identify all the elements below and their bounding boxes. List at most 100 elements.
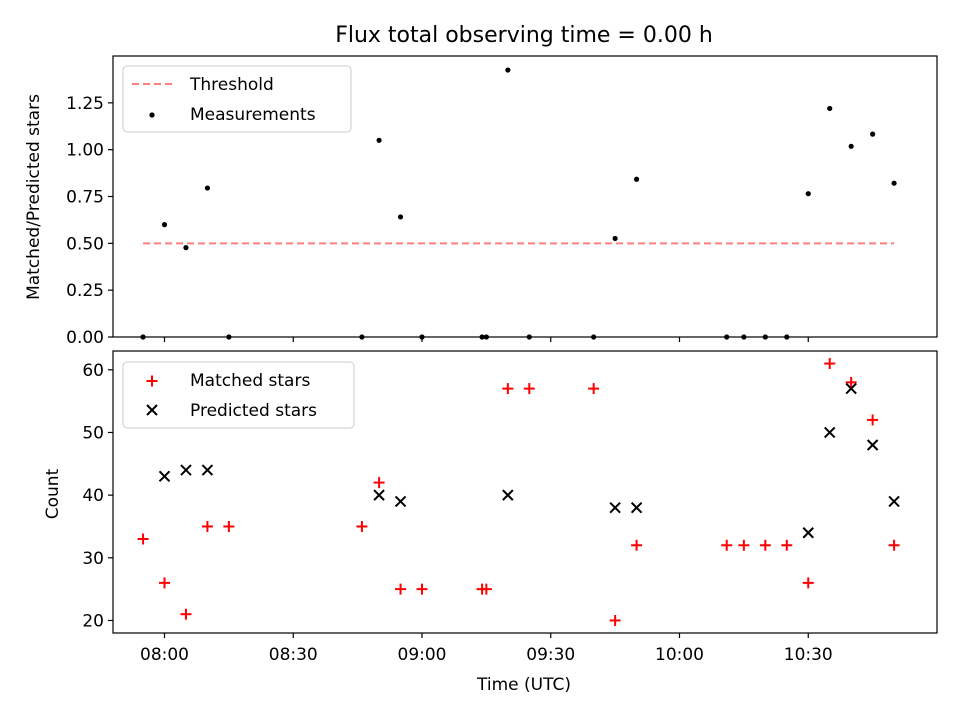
bottom-x-tick-label: 09:30 — [526, 645, 575, 665]
predicted-star-mark — [201, 464, 214, 476]
matched-star-point — [480, 583, 492, 595]
bottom-panel: Count Time (UTC) 20 30 40 50 60 08:00 08:30 09… — [43, 350, 938, 695]
matched-star-point — [867, 414, 879, 426]
matched-star-point — [395, 583, 407, 595]
top-y-tick-label: 0.50 — [66, 234, 104, 254]
bottom-legend-box — [122, 361, 355, 429]
matched-star-point — [201, 520, 213, 532]
x-axis-label: Time (UTC) — [476, 675, 571, 695]
top-x-ticks — [163, 337, 809, 342]
matched-star-point — [137, 533, 149, 545]
predicted-star-mark — [158, 470, 171, 483]
predicted-star-point — [502, 489, 514, 501]
measurement-point — [376, 137, 382, 143]
top-y-tick-label: 0.25 — [66, 281, 104, 301]
measurement-point — [204, 185, 211, 191]
predicted-star-point — [158, 470, 171, 483]
matched-star-point — [159, 577, 170, 589]
top-panel: Flux total observing time = 0.00 h Match… — [24, 23, 938, 348]
bottom-y-tick-label: 60 — [82, 361, 104, 381]
measurement-point — [183, 245, 189, 251]
top-y-tick-label: 1.00 — [66, 141, 104, 161]
top-y-tick-label: 1.25 — [66, 94, 104, 114]
bottom-x-tick-label: 09:00 — [398, 645, 447, 665]
bottom-y-tick-label: 50 — [82, 423, 104, 443]
predicted-star-point — [394, 495, 407, 508]
measurement-point — [827, 105, 833, 112]
matched-star-point — [523, 383, 535, 395]
predicted-star-point — [866, 439, 879, 451]
bottom-y-axis-label: Count — [43, 468, 63, 519]
bottom-legend: Matched stars Predicted stars — [122, 361, 355, 429]
measurement-point — [612, 235, 618, 242]
matched-stars-points — [137, 358, 900, 626]
top-y-tick-label: 0.00 — [66, 328, 104, 348]
threshold-legend-label: Threshold — [189, 75, 274, 95]
matched-legend-swatch — [146, 375, 158, 387]
bottom-x-tick-label: 10:00 — [655, 645, 704, 665]
predicted-star-mark — [824, 426, 836, 439]
predicted-star-mark — [394, 495, 407, 508]
predicted-stars-points — [158, 382, 900, 539]
predicted-star-mark — [373, 489, 385, 501]
matched-star-point — [802, 577, 814, 589]
measurement-point — [870, 131, 876, 137]
matched-star-point — [223, 520, 235, 532]
predicted-star-point — [888, 495, 900, 508]
matched-star-point — [416, 583, 428, 595]
predicted-star-point — [180, 464, 192, 476]
predicted-star-point — [845, 382, 857, 395]
predicted-star-mark — [866, 439, 879, 451]
matched-star-point — [373, 477, 385, 489]
top-y-tick-label: 0.75 — [66, 188, 104, 208]
predicted-star-mark — [502, 489, 514, 501]
matched-legend-label: Matched stars — [190, 371, 310, 391]
predicted-star-mark — [609, 501, 621, 514]
bottom-y-tick-label: 30 — [82, 549, 104, 569]
predicted-star-mark — [180, 464, 192, 476]
measurement-point — [848, 143, 854, 149]
measurement-points — [140, 67, 897, 340]
top-legend: Threshold Measurements — [122, 65, 352, 133]
predicted-star-point — [824, 426, 836, 439]
matched-star-point — [738, 539, 750, 551]
bottom-y-tick-label: 40 — [82, 486, 104, 506]
measurement-point — [397, 214, 404, 220]
predicted-star-mark — [845, 382, 857, 395]
matched-star-point — [845, 376, 857, 388]
top-y-ticks: 0.00 0.25 0.50 0.75 1.00 1.25 — [66, 94, 113, 348]
top-chart-title: Flux total observing time = 0.00 h — [335, 23, 713, 48]
bottom-y-ticks: 20 30 40 50 60 — [82, 361, 113, 631]
measurement-point — [891, 180, 897, 186]
bottom-x-ticks: 08:00 08:30 09:00 09:30 10:00 10:30 — [140, 633, 833, 665]
matched-star-point — [356, 520, 368, 532]
predicted-star-point — [630, 501, 643, 514]
predicted-star-mark — [630, 501, 643, 514]
top-legend-box — [122, 65, 352, 133]
measurements-legend-swatch — [149, 112, 155, 118]
measurement-point — [161, 222, 168, 228]
predicted-star-point — [609, 501, 621, 514]
predicted-star-mark — [888, 495, 900, 508]
bottom-x-tick-label: 08:00 — [140, 645, 189, 665]
bottom-x-tick-label: 08:30 — [269, 645, 318, 665]
measurement-point — [505, 67, 511, 73]
matched-star-point — [180, 608, 192, 620]
bottom-x-tick-label: 10:30 — [784, 645, 833, 665]
predicted-star-mark — [802, 527, 814, 539]
top-y-axis-label: Matched/Predicted stars — [24, 94, 44, 300]
predicted-star-point — [373, 489, 385, 501]
matched-star-point — [609, 614, 621, 626]
matched-star-point — [631, 539, 643, 551]
bottom-y-tick-label: 20 — [82, 611, 104, 631]
matched-star-point — [759, 539, 771, 551]
matched-star-point — [824, 358, 836, 370]
predicted-legend-label: Predicted stars — [190, 401, 317, 421]
matched-star-point — [502, 383, 514, 395]
measurements-legend-label: Measurements — [190, 105, 316, 125]
predicted-star-point — [802, 527, 814, 539]
top-plot-frame — [112, 55, 938, 338]
measurement-point — [805, 191, 811, 197]
matched-star-point — [781, 539, 793, 551]
